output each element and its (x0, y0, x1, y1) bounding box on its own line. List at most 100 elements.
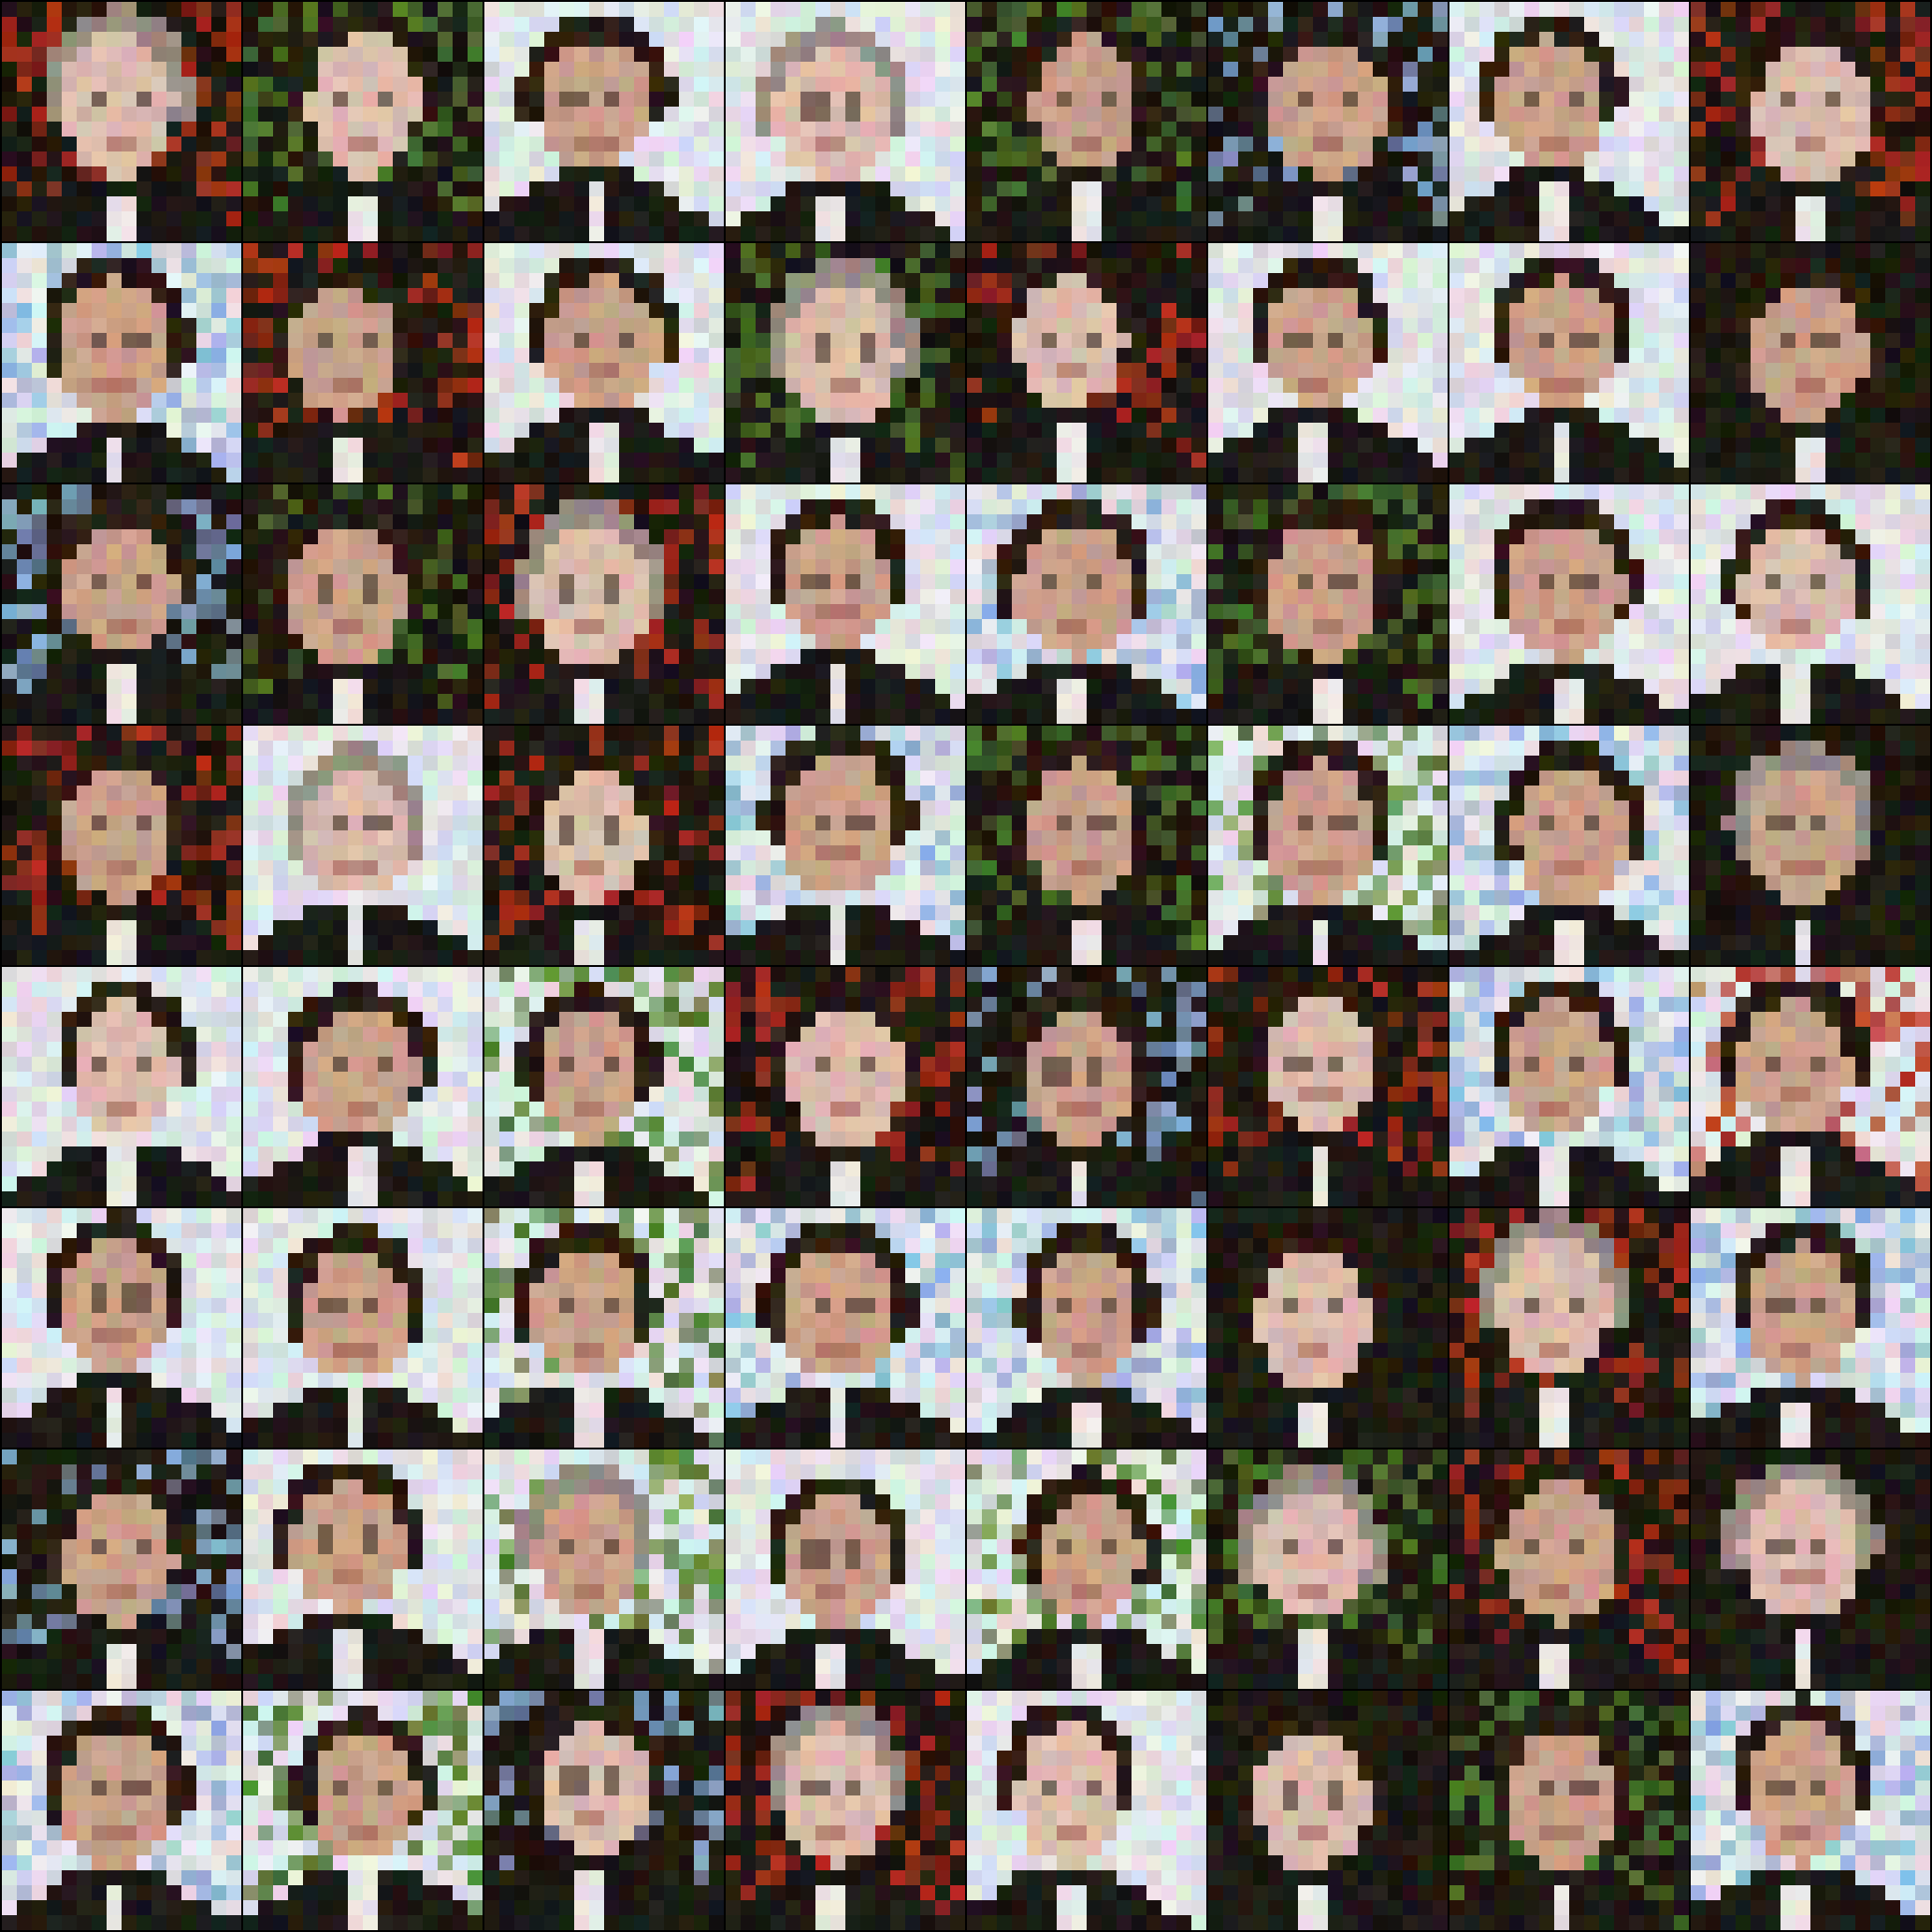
face-sample-tile (726, 1208, 965, 1448)
face-sample-tile (243, 726, 483, 965)
face-sample-tile (967, 967, 1206, 1206)
face-sample-tile (2, 2, 241, 241)
face-sample-tile (726, 1691, 965, 1930)
face-sample-tile (967, 1691, 1206, 1930)
face-sample-tile (1208, 243, 1448, 483)
face-sample-image (1208, 243, 1448, 483)
face-sample-tile (1691, 1449, 1930, 1689)
face-sample-tile (1208, 1691, 1448, 1930)
face-sample-tile (1208, 1449, 1448, 1689)
face-sample-image (1449, 1208, 1689, 1448)
face-sample-tile (726, 243, 965, 483)
face-sample-tile (726, 726, 965, 965)
face-sample-image (967, 484, 1206, 724)
face-sample-tile (2, 967, 241, 1206)
face-sample-image (1208, 726, 1448, 965)
face-sample-tile (484, 2, 724, 241)
face-sample-image (2, 2, 241, 241)
face-sample-tile (243, 967, 483, 1206)
face-sample-image (484, 484, 724, 724)
face-sample-image (726, 1691, 965, 1930)
face-sample-image (243, 726, 483, 965)
face-sample-tile (1691, 726, 1930, 965)
face-sample-tile (1691, 1208, 1930, 1448)
face-sample-image (1691, 726, 1930, 965)
face-sample-image (1208, 2, 1448, 241)
face-sample-tile (243, 243, 483, 483)
face-sample-image (967, 2, 1206, 241)
face-sample-image (484, 1449, 724, 1689)
face-sample-tile (1449, 967, 1689, 1206)
face-sample-image (967, 1208, 1206, 1448)
face-sample-image (2, 243, 241, 483)
face-sample-tile (1208, 2, 1448, 241)
face-sample-image (1208, 484, 1448, 724)
face-sample-image (1691, 243, 1930, 483)
face-sample-image (1449, 726, 1689, 965)
face-sample-tile (2, 1691, 241, 1930)
face-sample-image (1208, 1449, 1448, 1689)
face-sample-tile (967, 1449, 1206, 1689)
face-sample-tile (243, 1691, 483, 1930)
face-sample-image (484, 2, 724, 241)
face-sample-tile (1449, 1691, 1689, 1930)
face-sample-tile (484, 1208, 724, 1448)
face-sample-image (1208, 1208, 1448, 1448)
face-sample-tile (1449, 2, 1689, 241)
face-sample-tile (1208, 726, 1448, 965)
face-sample-image (726, 484, 965, 724)
face-sample-image (2, 1449, 241, 1689)
face-sample-image (243, 967, 483, 1206)
face-sample-image (1449, 1691, 1689, 1930)
face-sample-tile (726, 484, 965, 724)
face-sample-tile (243, 2, 483, 241)
face-sample-tile (967, 2, 1206, 241)
face-sample-image (1208, 967, 1448, 1206)
face-sample-image (967, 243, 1206, 483)
face-sample-image (2, 967, 241, 1206)
face-sample-image (1449, 1449, 1689, 1689)
face-sample-image (243, 2, 483, 241)
face-sample-image (726, 1449, 965, 1689)
face-sample-image (1449, 2, 1689, 241)
face-sample-image (243, 1449, 483, 1689)
face-sample-tile (967, 484, 1206, 724)
face-sample-image (243, 1691, 483, 1930)
face-sample-tile (484, 726, 724, 965)
face-sample-image (1449, 967, 1689, 1206)
face-sample-image (967, 967, 1206, 1206)
face-sample-tile (1449, 484, 1689, 724)
face-sample-tile (967, 1208, 1206, 1448)
face-sample-image (967, 1691, 1206, 1930)
face-sample-tile (243, 1208, 483, 1448)
face-sample-tile (1449, 1208, 1689, 1448)
face-sample-image (484, 967, 724, 1206)
face-sample-image (484, 726, 724, 965)
face-sample-image (484, 1208, 724, 1448)
face-sample-image (726, 726, 965, 965)
face-sample-tile (484, 243, 724, 483)
face-sample-image (726, 967, 965, 1206)
face-sample-image (1691, 1691, 1930, 1930)
face-sample-tile (967, 726, 1206, 965)
face-sample-tile (1449, 243, 1689, 483)
face-sample-image (726, 243, 965, 483)
face-sample-image (1691, 967, 1930, 1206)
face-sample-image (1449, 484, 1689, 724)
face-sample-tile (967, 243, 1206, 483)
face-sample-image (1208, 1691, 1448, 1930)
face-sample-image (243, 484, 483, 724)
face-sample-image (726, 2, 965, 241)
face-sample-tile (484, 967, 724, 1206)
face-sample-tile (1208, 1208, 1448, 1448)
face-sample-tile (1691, 2, 1930, 241)
face-sample-image (1691, 1449, 1930, 1689)
face-sample-tile (726, 1449, 965, 1689)
face-sample-tile (243, 484, 483, 724)
face-sample-image (967, 1449, 1206, 1689)
face-sample-tile (2, 484, 241, 724)
face-sample-tile (726, 2, 965, 241)
face-sample-tile (484, 1449, 724, 1689)
face-sample-image (243, 1208, 483, 1448)
